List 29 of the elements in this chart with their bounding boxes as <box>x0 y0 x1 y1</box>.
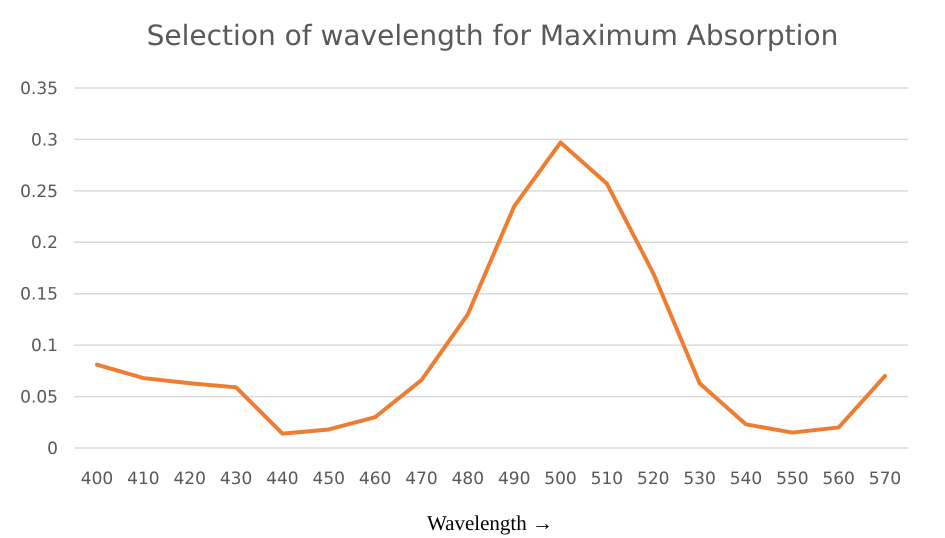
x-tick-label: 450 <box>312 469 345 489</box>
y-tick-label: 0.05 <box>20 388 58 408</box>
x-axis-title: Wavelength → <box>426 511 554 535</box>
y-tick-label: 0 <box>47 438 58 459</box>
x-tick-label: 570 <box>868 469 902 489</box>
x-tick-label: 430 <box>220 469 252 489</box>
x-tick-label: 470 <box>405 469 438 489</box>
x-tick-label: 410 <box>127 469 160 489</box>
x-tick-label: 440 <box>266 469 299 489</box>
x-tick-label: 490 <box>498 469 530 489</box>
y-tick-label: 0.35 <box>20 78 58 99</box>
y-tick-label: 0.2 <box>30 233 58 254</box>
x-tick-label: 500 <box>544 469 577 489</box>
x-tick-label: 520 <box>637 469 670 489</box>
x-tick-label: 510 <box>590 469 624 489</box>
x-tick-label: 420 <box>173 469 206 489</box>
x-tick-label: 530 <box>683 469 716 489</box>
x-tick-label: 540 <box>730 469 762 489</box>
y-tick-label: 0.1 <box>30 336 58 356</box>
x-tick-label: 480 <box>452 469 484 489</box>
line-series <box>95 140 887 436</box>
x-tick-label: 400 <box>80 469 114 489</box>
x-tick-label: 460 <box>358 469 392 489</box>
x-tick-label: 550 <box>776 469 809 489</box>
y-tick-label: 0.25 <box>20 182 58 202</box>
chart-title: Selection of wavelength for Maximum Absorption <box>146 19 838 52</box>
x-tick-label: 560 <box>822 469 855 489</box>
y-tick-label: 0.3 <box>30 130 58 150</box>
y-tick-label: 0.15 <box>20 284 58 305</box>
